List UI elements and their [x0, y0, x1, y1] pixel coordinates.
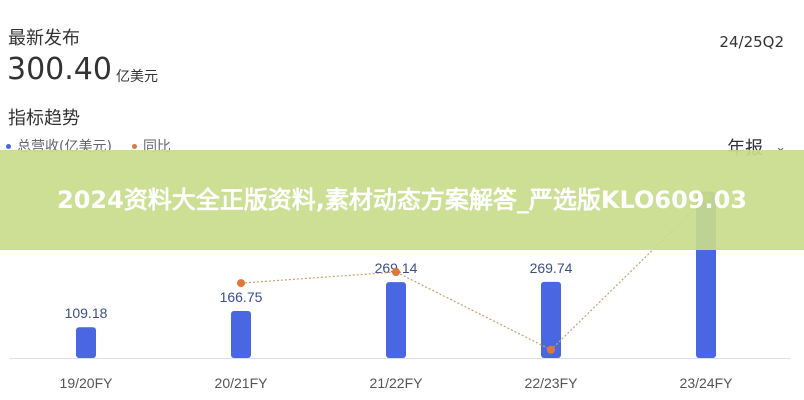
overlay-banner: 2024资料大全正版资料,素材动态方案解答_严选版KLO609.03 [0, 150, 804, 250]
yoy-point [392, 268, 400, 277]
x-tick-label: 19/20FY [60, 375, 114, 391]
legend-yoy-marker [131, 143, 137, 149]
latest-period: 24/25Q2 [719, 33, 784, 51]
trend-title: 指标趋势 [8, 108, 80, 129]
yoy-point [547, 345, 555, 354]
yoy-point [237, 279, 245, 288]
bar-20/21FY [231, 310, 251, 358]
latest-label: 最新发布 [8, 28, 80, 49]
x-tick-label: 21/22FY [370, 375, 424, 391]
latest-value: 300.40 [7, 52, 112, 87]
yoy-line [240, 197, 707, 351]
x-tick-label: 20/21FY [215, 375, 269, 391]
bar-label: 166.75 [220, 289, 263, 305]
bar-22/23FY [541, 281, 561, 358]
bar-label: 109.18 [65, 305, 108, 321]
latest-unit: 亿美元 [116, 69, 158, 85]
chevron-down-icon: ⌄ [775, 139, 786, 155]
x-tick-label: 23/24FY [680, 375, 734, 391]
banner-text: 2024资料大全正版资料,素材动态方案解答_严选版KLO609.03 [57, 186, 747, 214]
bar-label: 269.74 [530, 260, 573, 276]
bar-21/22FY [386, 282, 406, 358]
legend-revenue-marker [6, 143, 11, 149]
bar-19/20FY [76, 327, 96, 358]
x-tick-label: 22/23FY [525, 375, 579, 391]
